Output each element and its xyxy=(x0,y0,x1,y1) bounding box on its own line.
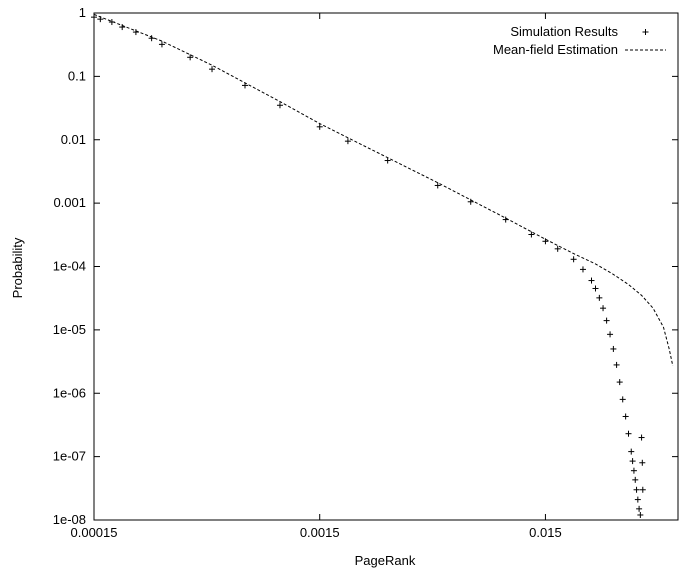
data-point xyxy=(629,458,636,465)
data-point xyxy=(639,459,646,466)
series-mean-field-line xyxy=(93,13,674,367)
data-point xyxy=(91,14,97,21)
y-axis-title: Probability xyxy=(10,237,25,298)
data-point xyxy=(637,511,644,518)
data-point xyxy=(276,102,283,109)
y-tick-label: 1e-08 xyxy=(53,512,86,527)
legend-label: Mean-field Estimation xyxy=(493,42,618,57)
data-point xyxy=(632,476,639,483)
y-tick-label: 1e-07 xyxy=(53,449,86,464)
data-point xyxy=(622,413,629,420)
series-simulation-points xyxy=(91,14,646,518)
data-point xyxy=(634,496,641,503)
data-point xyxy=(434,182,441,189)
legend-label: Simulation Results xyxy=(510,24,618,39)
data-point xyxy=(570,256,577,263)
data-point xyxy=(596,294,603,301)
data-point xyxy=(603,317,610,324)
data-point xyxy=(613,361,620,368)
data-point xyxy=(588,277,595,284)
y-tick-label: 1e-06 xyxy=(53,385,86,400)
data-point xyxy=(639,486,646,493)
data-point xyxy=(344,138,351,145)
y-tick-label: 0.01 xyxy=(61,132,86,147)
data-point xyxy=(636,505,643,512)
y-tick-label: 0.001 xyxy=(53,195,86,210)
data-point xyxy=(600,305,607,312)
y-tick-label: 1 xyxy=(79,5,86,20)
data-point xyxy=(628,448,635,455)
y-tick-label: 0.1 xyxy=(68,68,86,83)
data-point xyxy=(158,41,165,48)
data-point xyxy=(619,396,626,403)
data-point xyxy=(633,486,640,493)
data-point xyxy=(187,54,194,61)
data-point xyxy=(616,379,623,386)
y-tick-label: 1e-05 xyxy=(53,322,86,337)
data-point xyxy=(630,467,637,474)
legend-sample-marker xyxy=(642,29,649,35)
data-point xyxy=(625,430,632,437)
plot-frame xyxy=(93,12,679,521)
data-point xyxy=(528,231,535,238)
data-point xyxy=(610,345,617,352)
x-tick-label: 0.015 xyxy=(529,525,562,540)
data-point xyxy=(554,245,561,252)
data-point xyxy=(384,157,391,164)
data-point xyxy=(148,35,155,42)
x-tick-label: 0.0015 xyxy=(300,525,340,540)
data-point xyxy=(607,331,614,338)
data-point xyxy=(209,66,216,73)
data-point xyxy=(316,123,323,130)
data-point xyxy=(579,266,586,273)
data-point xyxy=(542,238,549,245)
y-tick-label: 1e-04 xyxy=(53,259,86,274)
x-tick-label: 0.00015 xyxy=(71,525,118,540)
x-axis-title: PageRank xyxy=(355,553,416,568)
data-point xyxy=(592,285,599,292)
data-point xyxy=(638,434,645,441)
